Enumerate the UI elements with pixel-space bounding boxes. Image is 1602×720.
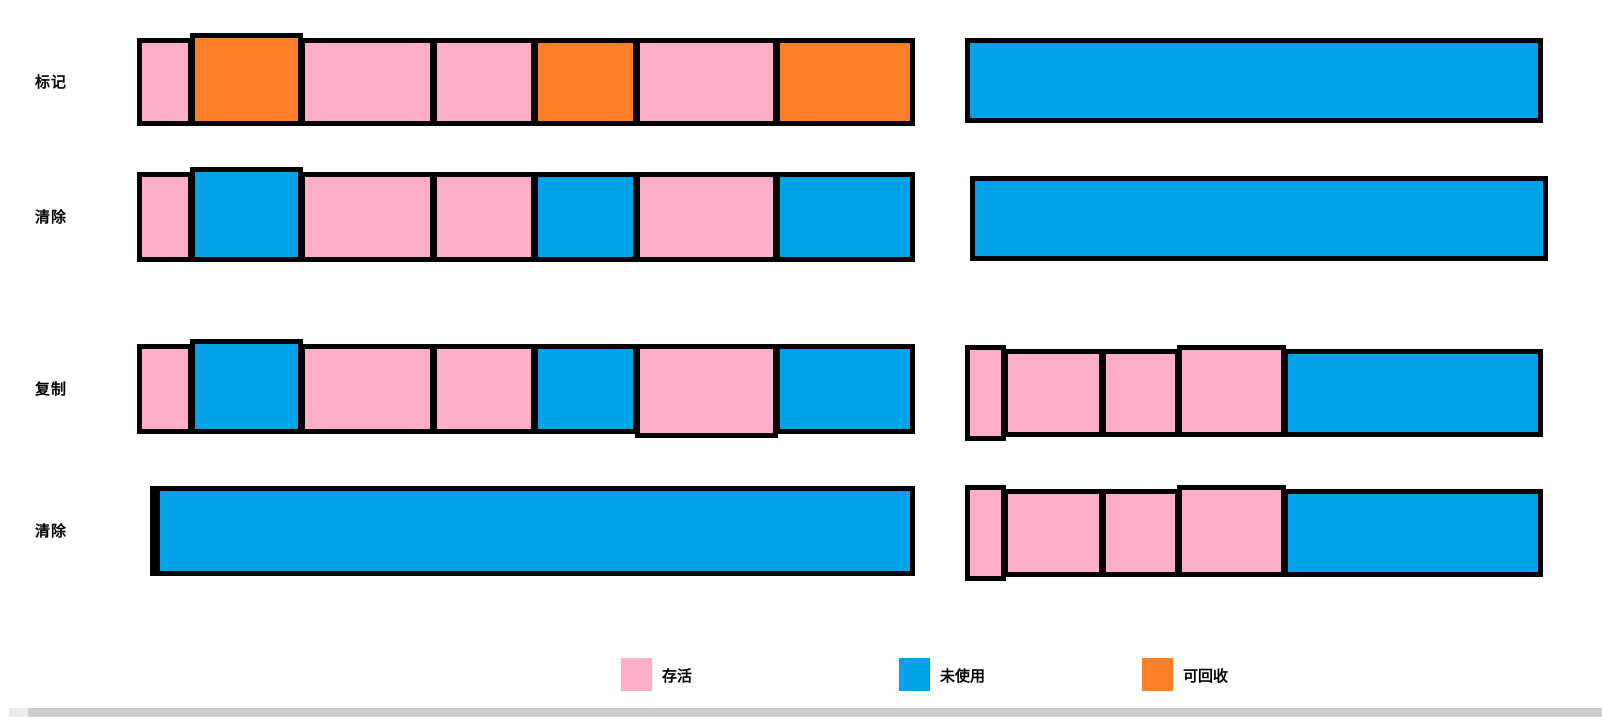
- memory-segment-alive: [300, 344, 435, 434]
- memory-segment-unused: [970, 176, 1548, 261]
- memory-segment-alive: [635, 38, 778, 126]
- memory-segment-alive: [1101, 349, 1180, 437]
- memory-bar-left: [137, 339, 915, 438]
- memory-segment-unused: [150, 486, 915, 576]
- memory-bar-right: [965, 345, 1543, 441]
- memory-segment-recyclable: [533, 38, 638, 126]
- memory-bar-right: [965, 485, 1543, 581]
- memory-segment-alive: [137, 344, 193, 434]
- legend-item-recyclable: 可回收: [1142, 658, 1272, 691]
- legend-label: 未使用: [940, 667, 986, 685]
- legend-item-unused: 未使用: [899, 658, 1029, 691]
- memory-segment-alive: [635, 344, 778, 438]
- memory-segment-unused: [1283, 489, 1543, 577]
- legend-swatch-alive: [621, 658, 652, 691]
- memory-segment-alive: [137, 172, 193, 262]
- memory-segment-alive: [635, 172, 778, 262]
- legend-label: 存活: [662, 667, 693, 685]
- memory-segment-alive: [1101, 489, 1180, 577]
- memory-segment-alive: [432, 38, 536, 126]
- memory-bar-left: [150, 486, 915, 576]
- memory-segment-alive: [1003, 349, 1104, 437]
- memory-segment-alive: [965, 345, 1006, 441]
- row-label: 标记: [35, 73, 68, 91]
- memory-segment-recyclable: [190, 33, 303, 126]
- memory-bar-right: [965, 38, 1543, 123]
- memory-segment-alive: [432, 172, 536, 262]
- legend-swatch-unused: [899, 658, 930, 691]
- memory-segment-alive: [432, 344, 536, 434]
- memory-segment-unused: [190, 167, 303, 262]
- memory-segment-unused: [190, 339, 303, 434]
- memory-segment-recyclable: [775, 38, 915, 126]
- memory-segment-unused: [533, 172, 638, 262]
- row-label: 复制: [35, 380, 68, 398]
- memory-segment-alive: [1177, 485, 1286, 577]
- horizontal-scrollbar-thumb[interactable]: [28, 708, 1602, 717]
- memory-segment-unused: [775, 172, 915, 262]
- memory-segment-alive: [137, 38, 193, 126]
- legend-label: 可回收: [1183, 667, 1229, 685]
- memory-bar-left: [137, 33, 915, 126]
- memory-segment-unused: [965, 38, 1543, 123]
- row-label: 清除: [35, 522, 68, 540]
- memory-segment-alive: [300, 38, 435, 126]
- memory-segment-alive: [965, 485, 1006, 581]
- legend-item-alive: 存活: [621, 658, 751, 691]
- memory-segment-alive: [1003, 489, 1104, 577]
- memory-segment-unused: [1283, 349, 1543, 437]
- memory-segment-unused: [775, 344, 915, 434]
- memory-segment-alive: [300, 172, 435, 262]
- memory-bar-right: [970, 176, 1548, 261]
- row-label: 清除: [35, 208, 68, 226]
- memory-segment-alive: [1177, 345, 1286, 437]
- memory-bar-left: [137, 167, 915, 262]
- legend-swatch-recyclable: [1142, 658, 1173, 691]
- memory-segment-unused: [533, 344, 638, 434]
